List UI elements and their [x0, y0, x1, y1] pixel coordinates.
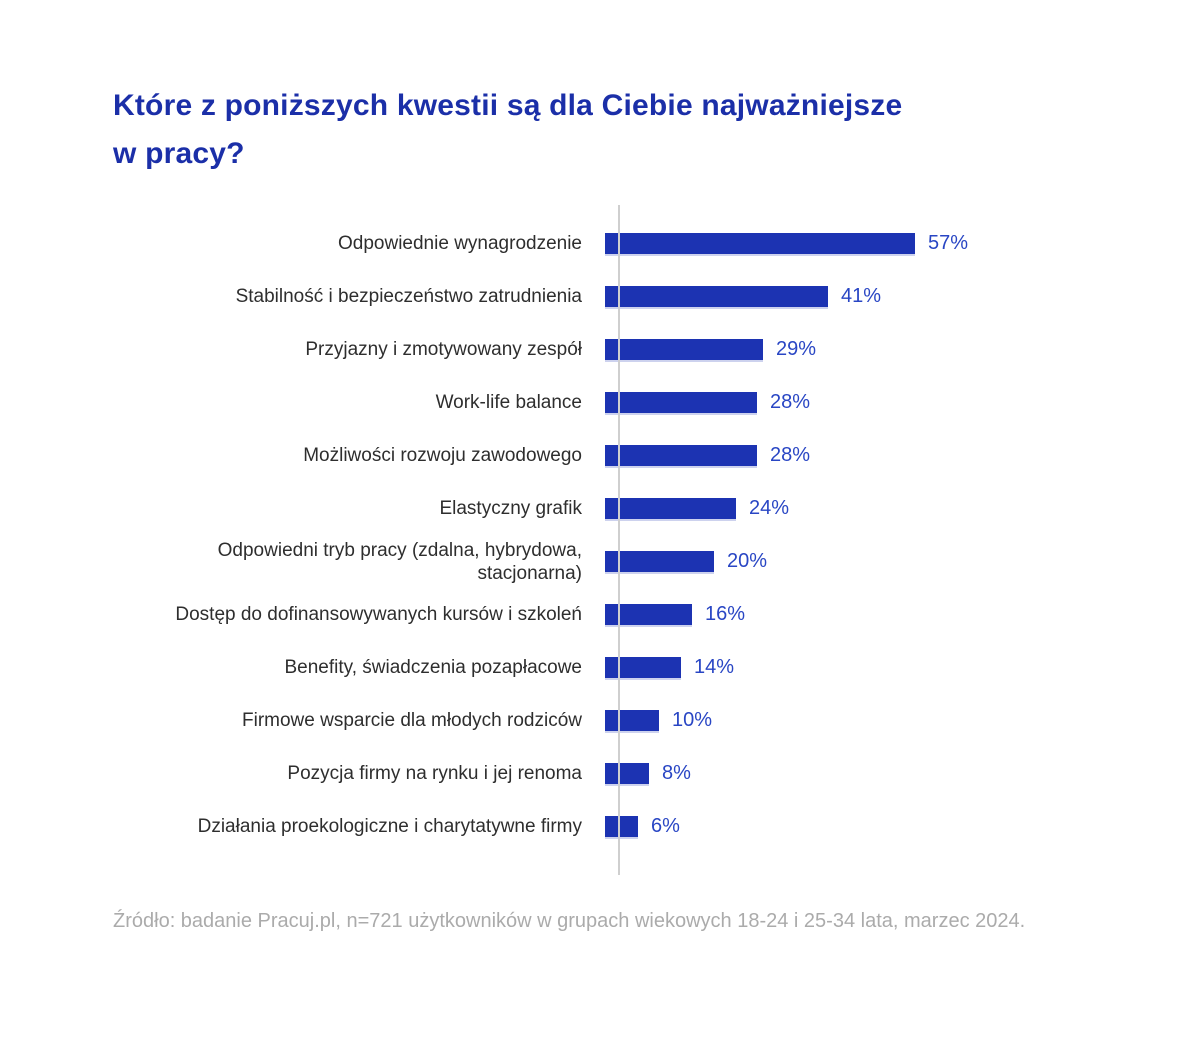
value-label: 10%	[672, 709, 713, 731]
bar-track: 8%	[600, 762, 691, 785]
category-label: Firmowe wsparcie dla młodych rodziców	[242, 710, 582, 731]
chart-row: Możliwości rozwoju zawodowego 28%	[113, 429, 1113, 482]
value-label: 29%	[776, 338, 817, 360]
category-label: Odpowiedni tryb pracy (zdalna, hybrydowa…	[217, 539, 582, 584]
value-label: 20%	[727, 550, 768, 572]
chart-row: Działania proekologiczne i charytatywne …	[113, 800, 1113, 853]
bar	[605, 657, 681, 678]
bar-track: 6%	[600, 815, 680, 838]
bar-track: 14%	[600, 656, 734, 679]
bar	[605, 445, 757, 466]
bar-track: 28%	[600, 444, 810, 467]
chart-row: Stabilność i bezpieczeństwo zatrudnienia…	[113, 270, 1113, 323]
horizontal-bar-chart: Odpowiednie wynagrodzenie 57% Stabilność i…	[113, 205, 1113, 875]
value-label: 28%	[770, 444, 811, 466]
bar	[605, 604, 692, 625]
category-label: Work-life balance	[435, 392, 582, 413]
chart-row: Firmowe wsparcie dla młodych rodziców 10%	[113, 694, 1113, 747]
chart-row: Pozycja firmy na rynku i jej renoma 8%	[113, 747, 1113, 800]
y-axis-line	[618, 205, 620, 875]
bar	[605, 233, 915, 254]
value-label: 6%	[651, 815, 680, 837]
category-label: Możliwości rozwoju zawodowego	[303, 445, 582, 466]
category-label: Dostęp do dofinansowywanych kursów i szk…	[175, 604, 582, 625]
bar	[605, 392, 757, 413]
chart-row: Odpowiednie wynagrodzenie 57%	[113, 217, 1113, 270]
bar-track: 16%	[600, 603, 745, 626]
chart-row: Benefity, świadczenia pozapłacowe 14%	[113, 641, 1113, 694]
bar	[605, 498, 736, 519]
category-label: Odpowiednie wynagrodzenie	[338, 233, 582, 254]
bar	[605, 763, 649, 784]
category-label: Przyjazny i zmotywowany zespół	[305, 339, 582, 360]
chart-title: Które z poniższych kwestii są dla Ciebie…	[113, 89, 903, 170]
chart-row: Dostęp do dofinansowywanych kursów i szk…	[113, 588, 1113, 641]
chart-row: Odpowiedni tryb pracy (zdalna, hybrydowa…	[113, 535, 1113, 588]
value-label: 8%	[662, 762, 691, 784]
bar-track: 28%	[600, 391, 810, 414]
chart-row: Elastyczny grafik 24%	[113, 482, 1113, 535]
chart-rows: Odpowiednie wynagrodzenie 57% Stabilność i…	[113, 217, 1113, 853]
bar-track: 10%	[600, 709, 712, 732]
category-label: Stabilność i bezpieczeństwo zatrudnienia	[235, 286, 582, 307]
value-label: 14%	[694, 656, 735, 678]
bar	[605, 710, 659, 731]
category-label: Benefity, świadczenia pozapłacowe	[284, 657, 583, 678]
bar-track: 24%	[600, 497, 789, 520]
chart-row: Work-life balance 28%	[113, 376, 1113, 429]
bar	[605, 286, 828, 307]
value-label: 57%	[928, 232, 969, 254]
bar	[605, 816, 638, 837]
bar	[605, 551, 714, 572]
bar-track: 57%	[600, 232, 968, 255]
value-label: 28%	[770, 391, 811, 413]
category-label: Elastyczny grafik	[439, 498, 582, 519]
category-label: Pozycja firmy na rynku i jej renoma	[287, 763, 582, 784]
bar-track: 20%	[600, 550, 767, 573]
bar-track: 29%	[600, 338, 816, 361]
bar-track: 41%	[600, 285, 881, 308]
value-label: 16%	[705, 603, 746, 625]
value-label: 24%	[749, 497, 790, 519]
category-label: Działania proekologiczne i charytatywne …	[197, 816, 582, 837]
source-note: Źródło: badanie Pracuj.pl, n=721 użytkow…	[113, 910, 1026, 932]
bar	[605, 339, 763, 360]
value-label: 41%	[841, 285, 882, 307]
chart-row: Przyjazny i zmotywowany zespół 29%	[113, 323, 1113, 376]
